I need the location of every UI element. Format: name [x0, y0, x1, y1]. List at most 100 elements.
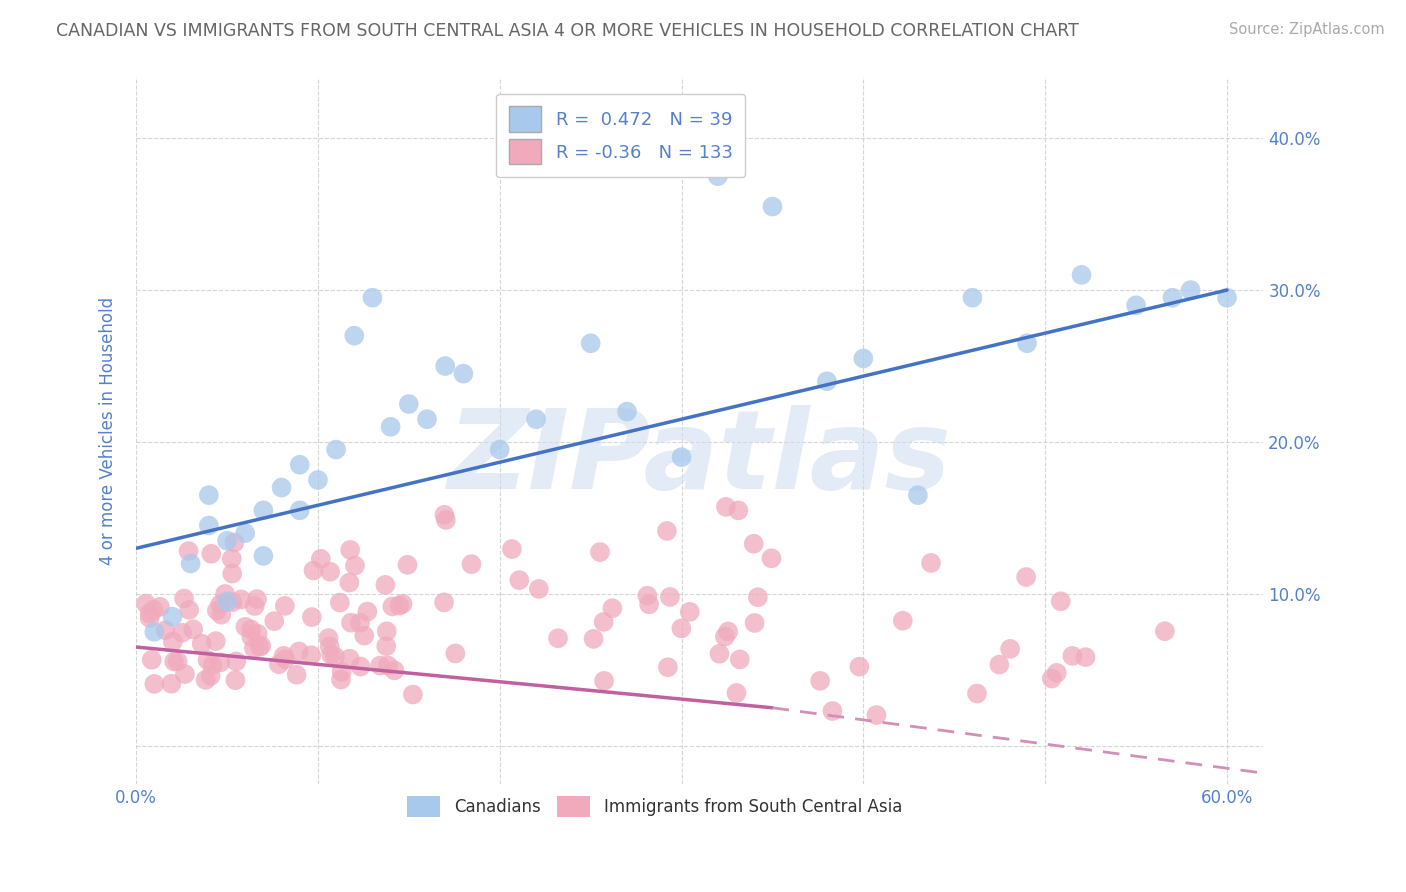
- Point: [325, 442, 347, 457]
- Point: [727, 503, 749, 517]
- Point: [396, 558, 419, 572]
- Point: [714, 500, 737, 514]
- Point: [143, 624, 166, 639]
- Point: [200, 669, 222, 683]
- Point: [166, 654, 188, 668]
- Point: [301, 610, 323, 624]
- Point: [962, 291, 984, 305]
- Point: [173, 591, 195, 606]
- Point: [381, 599, 404, 614]
- Point: [593, 673, 616, 688]
- Point: [231, 592, 253, 607]
- Point: [1161, 291, 1184, 305]
- Point: [349, 615, 371, 630]
- Point: [808, 673, 831, 688]
- Point: [508, 573, 530, 587]
- Point: [270, 481, 292, 495]
- Point: [434, 513, 457, 527]
- Point: [384, 664, 406, 678]
- Point: [582, 632, 605, 646]
- Point: [205, 634, 228, 648]
- Point: [460, 557, 482, 571]
- Point: [323, 649, 346, 664]
- Point: [579, 336, 602, 351]
- Point: [190, 637, 212, 651]
- Point: [160, 676, 183, 690]
- Point: [221, 595, 243, 609]
- Point: [679, 605, 702, 619]
- Point: [263, 614, 285, 628]
- Point: [318, 631, 340, 645]
- Point: [433, 595, 456, 609]
- Point: [321, 648, 343, 662]
- Point: [302, 564, 325, 578]
- Point: [224, 535, 246, 549]
- Point: [318, 640, 340, 654]
- Point: [307, 473, 329, 487]
- Point: [1046, 665, 1069, 680]
- Point: [194, 673, 217, 687]
- Point: [1049, 594, 1071, 608]
- Point: [288, 458, 311, 472]
- Point: [920, 556, 942, 570]
- Point: [602, 601, 624, 615]
- Point: [616, 404, 638, 418]
- Point: [416, 412, 439, 426]
- Point: [198, 488, 221, 502]
- Point: [761, 551, 783, 566]
- Point: [138, 607, 160, 621]
- Point: [742, 537, 765, 551]
- Point: [391, 597, 413, 611]
- Point: [198, 518, 221, 533]
- Point: [388, 599, 411, 613]
- Point: [143, 677, 166, 691]
- Point: [330, 665, 353, 679]
- Point: [246, 592, 269, 607]
- Point: [353, 629, 375, 643]
- Point: [339, 651, 361, 665]
- Point: [201, 657, 224, 672]
- Point: [636, 589, 658, 603]
- Point: [221, 551, 243, 566]
- Point: [162, 634, 184, 648]
- Point: [1015, 336, 1038, 351]
- Point: [375, 639, 398, 653]
- Point: [233, 526, 256, 541]
- Point: [744, 615, 766, 630]
- Point: [728, 652, 751, 666]
- Point: [246, 627, 269, 641]
- Point: [1125, 298, 1147, 312]
- Point: [815, 374, 838, 388]
- Text: ZIPatlas: ZIPatlas: [449, 405, 952, 512]
- Point: [434, 359, 457, 373]
- Point: [1153, 624, 1175, 639]
- Point: [249, 640, 271, 654]
- Point: [141, 653, 163, 667]
- Point: [907, 488, 929, 502]
- Point: [377, 658, 399, 673]
- Point: [707, 169, 730, 183]
- Point: [717, 624, 740, 639]
- Point: [671, 450, 693, 465]
- Point: [329, 596, 352, 610]
- Point: [891, 614, 914, 628]
- Point: [343, 328, 366, 343]
- Point: [761, 200, 783, 214]
- Point: [224, 673, 246, 688]
- Point: [252, 503, 274, 517]
- Point: [433, 508, 456, 522]
- Point: [1015, 570, 1038, 584]
- Point: [197, 653, 219, 667]
- Legend: Canadians, Immigrants from South Central Asia: Canadians, Immigrants from South Central…: [399, 788, 911, 825]
- Point: [180, 557, 202, 571]
- Point: [179, 603, 201, 617]
- Point: [235, 620, 257, 634]
- Point: [181, 623, 204, 637]
- Point: [215, 533, 238, 548]
- Point: [592, 615, 614, 629]
- Point: [988, 657, 1011, 672]
- Point: [215, 594, 238, 608]
- Point: [524, 412, 547, 426]
- Point: [488, 442, 510, 457]
- Point: [177, 544, 200, 558]
